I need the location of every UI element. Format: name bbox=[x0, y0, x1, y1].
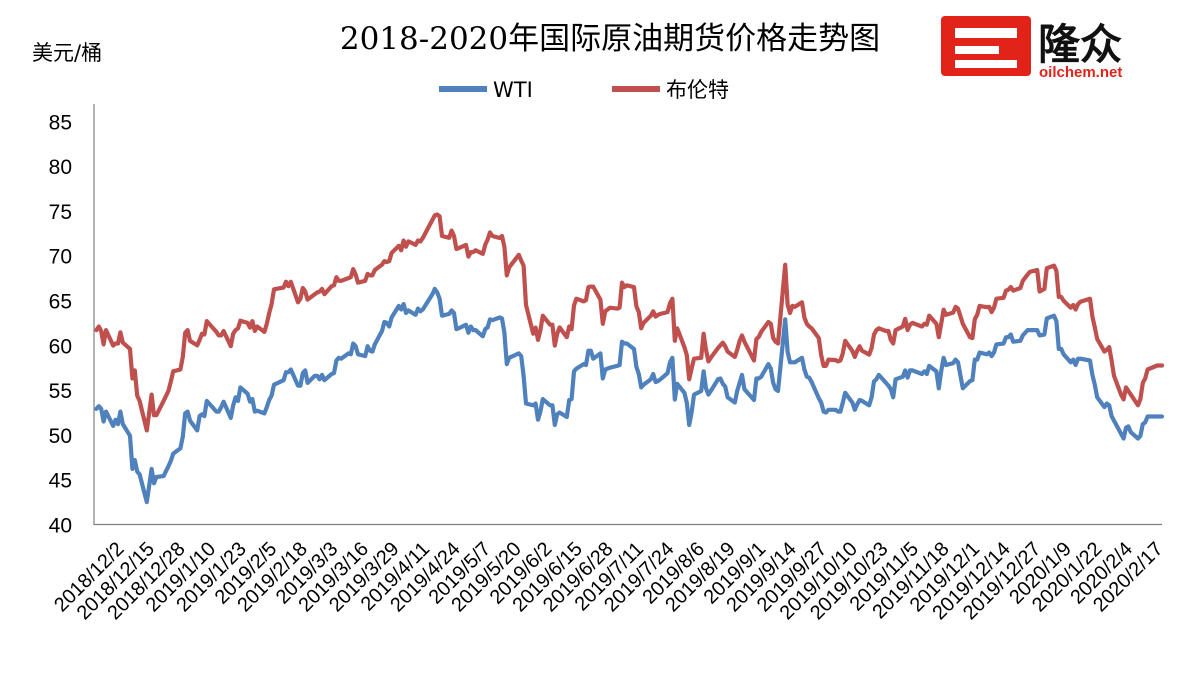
legend-brent-label: 布伦特 bbox=[666, 78, 729, 102]
y-tick-label: 85 bbox=[49, 111, 72, 134]
legend: WTI 布伦特 bbox=[439, 78, 729, 102]
series-line-brent bbox=[94, 212, 1165, 433]
chart-title: 2018-2020年国际原油期货价格走势图 bbox=[340, 21, 880, 57]
oilchem-logo: 隆众 oilchem.net bbox=[941, 16, 1122, 81]
series-line-wti bbox=[94, 286, 1165, 505]
plot-axes bbox=[93, 104, 1162, 526]
y-tick-label: 60 bbox=[49, 335, 72, 358]
y-tick-label: 40 bbox=[49, 515, 72, 538]
y-tick-label: 80 bbox=[49, 156, 72, 179]
legend-wti-label: WTI bbox=[493, 78, 533, 102]
y-tick-label: 50 bbox=[49, 425, 72, 448]
y-tick-label: 70 bbox=[49, 246, 72, 269]
x-tick-labels: 2018/12/22018/12/152018/12/282019/1/1020… bbox=[50, 538, 1167, 624]
y-axis-unit-label: 美元/桶 bbox=[32, 41, 102, 65]
y-tick-label: 75 bbox=[49, 201, 72, 224]
logo-en-text: oilchem.net bbox=[1039, 64, 1122, 81]
y-tick-label: 65 bbox=[49, 291, 72, 314]
y-tick-label: 55 bbox=[49, 380, 72, 403]
logo-cn-text: 隆众 bbox=[1038, 20, 1122, 69]
y-tick-label: 45 bbox=[49, 470, 72, 493]
y-tick-labels: 40 45 50 55 60 65 70 75 80 85 bbox=[49, 111, 72, 537]
series-lines bbox=[94, 212, 1165, 505]
